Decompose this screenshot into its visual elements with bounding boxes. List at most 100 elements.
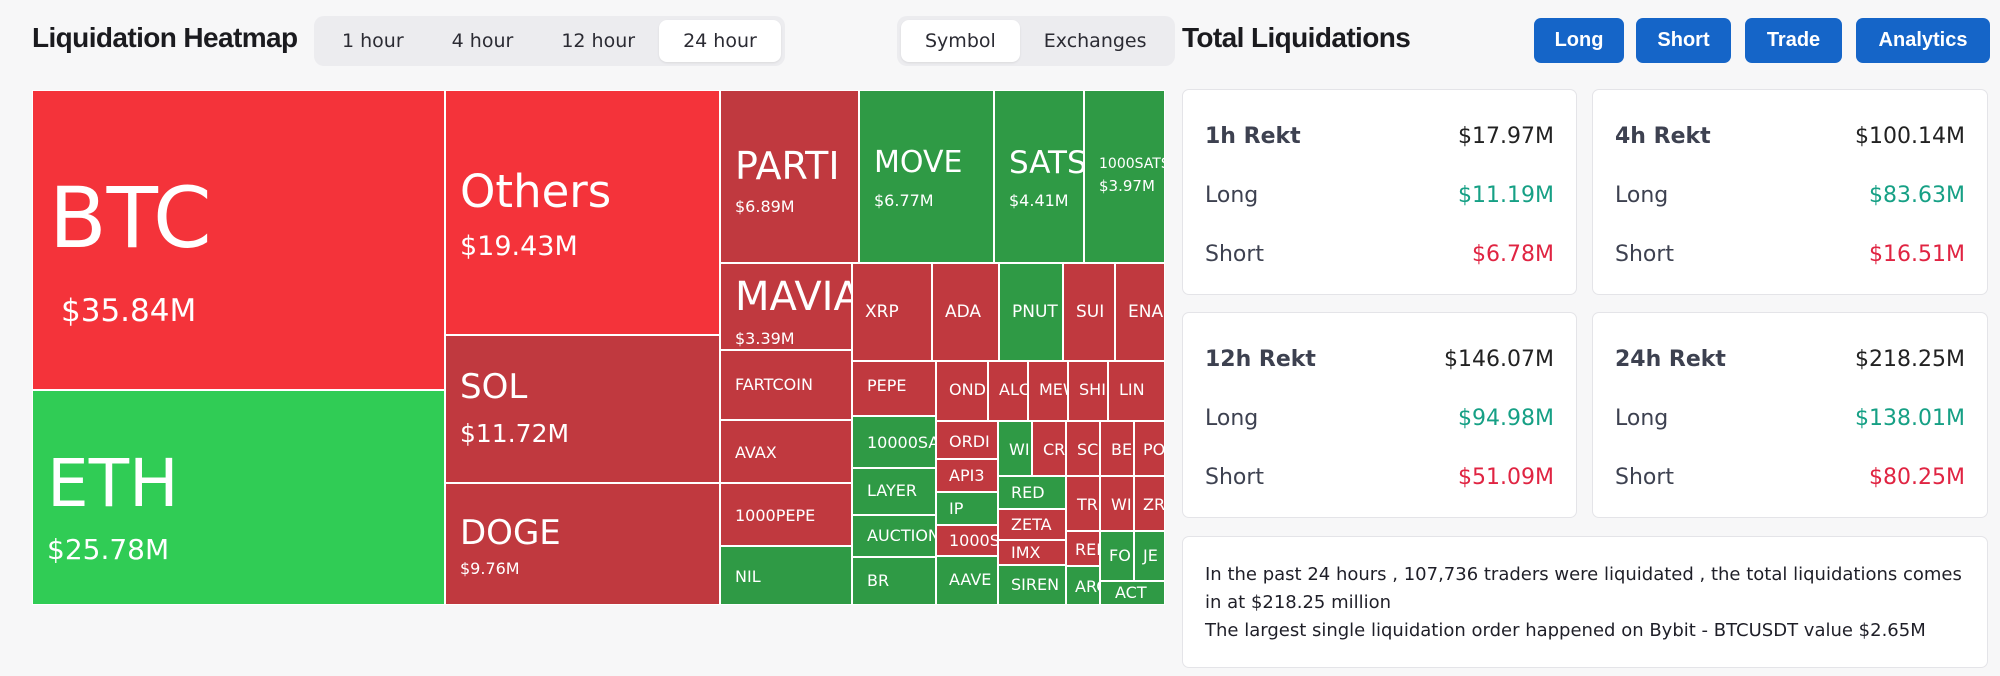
treemap-tile-po[interactable]: PO: [1134, 421, 1165, 476]
treemap-tile-ip[interactable]: IP: [936, 492, 998, 525]
heatmap-title: Liquidation Heatmap: [32, 22, 298, 53]
tile-symbol: LIN: [1119, 380, 1145, 399]
tile-value: $6.77M: [874, 191, 934, 210]
treemap-tile-auction[interactable]: AUCTION: [852, 515, 936, 557]
treemap-tile-ada[interactable]: ADA: [932, 263, 999, 361]
card-total: $218.25M: [1855, 347, 1965, 372]
card-label: 4h Rekt: [1615, 124, 1711, 149]
tile-value: $19.43M: [460, 231, 578, 262]
tile-symbol: XRP: [865, 302, 899, 322]
treemap-tile-api3[interactable]: API3: [936, 459, 998, 492]
treemap-tile-sui[interactable]: SUI: [1063, 263, 1115, 361]
treemap-tile-ordi[interactable]: ORDI: [936, 421, 998, 459]
treemap-tile-pnut[interactable]: PNUT: [999, 263, 1063, 361]
treemap-tile-10000sa[interactable]: 10000SA: [852, 416, 936, 468]
short-label: Short: [1205, 242, 1265, 267]
analytics-button[interactable]: Analytics: [1856, 18, 1990, 63]
stat-card-4h: 4h Rekt $100.14M Long $83.63M Short $16.51M: [1592, 89, 1988, 295]
treemap-tile-nil[interactable]: NIL: [720, 546, 852, 605]
treemap-tile-ena[interactable]: ENA: [1115, 263, 1165, 361]
tile-symbol: WI: [1009, 440, 1030, 459]
treemap-tile-imx[interactable]: IMX: [998, 540, 1066, 565]
long-label: Long: [1205, 183, 1259, 208]
treemap-tile-zr[interactable]: ZR: [1134, 476, 1165, 531]
treemap-tile-shi[interactable]: SHI: [1068, 361, 1108, 421]
treemap-tile-siren[interactable]: SIREN: [998, 565, 1066, 605]
short-label: Short: [1615, 242, 1675, 267]
tile-symbol: API3: [949, 466, 985, 485]
treemap-tile-zeta[interactable]: ZETA: [998, 509, 1066, 540]
treemap-tile-others[interactable]: Others $19.43M: [445, 90, 720, 335]
treemap-tile-rei[interactable]: REI: [1066, 531, 1100, 566]
card-label: 24h Rekt: [1615, 347, 1726, 372]
treemap-tile-parti[interactable]: PARTI $6.89M: [720, 90, 859, 263]
treemap-tile-arc[interactable]: ARC: [1066, 566, 1100, 605]
view-option-exchanges[interactable]: Exchanges: [1043, 30, 1147, 52]
short-value: $16.51M: [1869, 242, 1965, 267]
treemap-tile-mew[interactable]: MEW: [1028, 361, 1068, 421]
tile-symbol: TR: [1077, 495, 1098, 514]
trade-button[interactable]: Trade: [1745, 18, 1842, 63]
tile-symbol: AUCTION: [867, 526, 936, 545]
time-range-selector: 1 hour 4 hour 12 hour 24 hour: [314, 16, 785, 66]
short-button[interactable]: Short: [1636, 18, 1731, 63]
time-option-24h[interactable]: 24 hour: [659, 20, 781, 62]
treemap-tile-fartcoin[interactable]: FARTCOIN: [720, 350, 852, 420]
card-label: 1h Rekt: [1205, 124, 1301, 149]
long-value: $138.01M: [1855, 406, 1965, 431]
tile-symbol: BE: [1111, 440, 1133, 459]
time-option-4h[interactable]: 4 hour: [451, 30, 514, 52]
tile-symbol: AAVE: [949, 570, 992, 589]
treemap-tile-fo[interactable]: FO: [1100, 531, 1134, 581]
treemap-tile-red[interactable]: RED: [998, 476, 1066, 509]
treemap-tile-xrp[interactable]: XRP: [852, 263, 932, 361]
tile-value: $9.76M: [460, 559, 520, 578]
treemap-tile-move[interactable]: MOVE $6.77M: [859, 90, 994, 263]
time-option-1h[interactable]: 1 hour: [342, 30, 404, 52]
treemap-tile-pepe[interactable]: PEPE: [852, 361, 936, 416]
treemap-tile-je[interactable]: JE: [1134, 531, 1165, 581]
treemap-tile-mavia[interactable]: MAVIA $3.39M: [720, 263, 852, 350]
treemap-tile-eth[interactable]: ETH $25.78M: [32, 390, 445, 605]
treemap-tile-cr[interactable]: CR: [1032, 421, 1066, 476]
treemap-tile-doge[interactable]: DOGE $9.76M: [445, 483, 720, 605]
view-option-symbol[interactable]: Symbol: [901, 20, 1020, 62]
short-value: $51.09M: [1458, 465, 1554, 490]
treemap-tile-alc[interactable]: ALC: [988, 361, 1028, 421]
treemap-tile-1000pepe[interactable]: 1000PEPE: [720, 483, 852, 546]
tile-symbol: CR: [1043, 440, 1066, 459]
treemap-tile-tr[interactable]: TR: [1066, 476, 1100, 531]
tile-symbol: RED: [1011, 483, 1045, 502]
treemap-tile-ond[interactable]: OND: [936, 361, 988, 421]
stat-card-24h: 24h Rekt $218.25M Long $138.01M Short $80.2…: [1592, 312, 1988, 518]
treemap-tile-sc[interactable]: SC: [1066, 421, 1100, 476]
short-value: $6.78M: [1472, 242, 1554, 267]
liquidation-treemap: BTC $35.84M ETH $25.78M Others $19.43M SOL $11.…: [32, 90, 1165, 605]
tile-symbol: 10000SA: [867, 433, 936, 452]
treemap-tile-1000s[interactable]: 1000S: [936, 525, 998, 556]
treemap-tile-avax[interactable]: AVAX: [720, 420, 852, 483]
card-total: $146.07M: [1444, 347, 1554, 372]
treemap-tile-sol[interactable]: SOL $11.72M: [445, 335, 720, 483]
treemap-tile-1000sats[interactable]: 1000SATS $3.97M: [1084, 90, 1165, 263]
long-button[interactable]: Long: [1534, 18, 1624, 63]
treemap-tile-layer[interactable]: LAYER: [852, 468, 936, 515]
treemap-tile-btc[interactable]: BTC $35.84M: [32, 90, 445, 390]
tile-symbol: SOL: [460, 367, 528, 407]
long-label: Long: [1615, 406, 1669, 431]
tile-value: $3.97M: [1099, 177, 1155, 195]
treemap-tile-br[interactable]: BR: [852, 557, 936, 605]
treemap-tile-wi[interactable]: WI: [998, 421, 1032, 476]
treemap-tile-wi[interactable]: WI: [1100, 476, 1134, 531]
tile-symbol: ADA: [945, 302, 982, 322]
treemap-tile-sats[interactable]: SATS $4.41M: [994, 90, 1084, 263]
treemap-tile-be[interactable]: BE: [1100, 421, 1134, 476]
treemap-tile-aave[interactable]: AAVE: [936, 556, 998, 605]
short-label: Short: [1205, 465, 1265, 490]
tile-symbol: SHI: [1079, 380, 1106, 399]
long-value: $11.19M: [1458, 183, 1554, 208]
total-liquidations-title: Total Liquidations: [1182, 22, 1411, 53]
treemap-tile-lin[interactable]: LIN: [1108, 361, 1165, 421]
treemap-tile-act[interactable]: ACT: [1100, 581, 1165, 605]
time-option-12h[interactable]: 12 hour: [561, 30, 636, 52]
